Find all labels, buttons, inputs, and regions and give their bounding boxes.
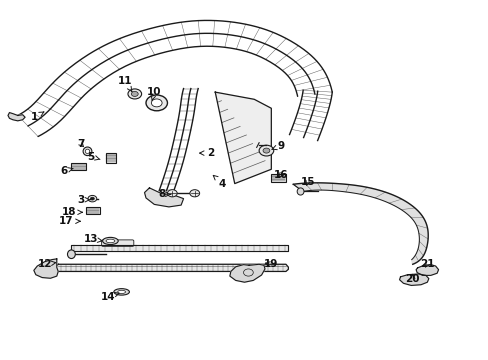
Text: 21: 21 bbox=[419, 259, 434, 269]
Polygon shape bbox=[144, 188, 183, 207]
Circle shape bbox=[90, 197, 94, 200]
Text: 9: 9 bbox=[271, 141, 284, 151]
Circle shape bbox=[131, 91, 138, 96]
Text: 20: 20 bbox=[405, 274, 419, 284]
Circle shape bbox=[88, 195, 97, 202]
FancyBboxPatch shape bbox=[271, 174, 285, 182]
Text: 8: 8 bbox=[158, 189, 170, 199]
Text: 5: 5 bbox=[87, 152, 100, 162]
Text: 4: 4 bbox=[213, 175, 226, 189]
Ellipse shape bbox=[83, 147, 92, 156]
FancyBboxPatch shape bbox=[102, 240, 134, 246]
Text: 12: 12 bbox=[37, 259, 56, 269]
Text: 14: 14 bbox=[101, 292, 119, 302]
Text: 6: 6 bbox=[61, 166, 73, 176]
Polygon shape bbox=[215, 92, 271, 184]
Circle shape bbox=[189, 190, 199, 197]
Text: 19: 19 bbox=[264, 259, 278, 269]
Circle shape bbox=[259, 145, 273, 156]
Polygon shape bbox=[34, 259, 58, 278]
Circle shape bbox=[263, 148, 269, 153]
Text: 16: 16 bbox=[273, 170, 288, 180]
Text: 1: 1 bbox=[31, 112, 44, 122]
Text: 11: 11 bbox=[118, 76, 132, 91]
Polygon shape bbox=[54, 264, 288, 271]
Circle shape bbox=[146, 95, 167, 111]
Polygon shape bbox=[399, 274, 428, 285]
FancyBboxPatch shape bbox=[86, 207, 100, 214]
Ellipse shape bbox=[118, 290, 125, 293]
Text: 7: 7 bbox=[77, 139, 84, 149]
Polygon shape bbox=[8, 113, 25, 121]
Ellipse shape bbox=[106, 239, 115, 243]
Text: 18: 18 bbox=[61, 207, 82, 217]
Ellipse shape bbox=[114, 289, 129, 295]
Text: 10: 10 bbox=[147, 87, 161, 100]
Text: 2: 2 bbox=[199, 148, 214, 158]
Text: 3: 3 bbox=[78, 195, 90, 205]
Circle shape bbox=[167, 190, 177, 197]
Ellipse shape bbox=[85, 149, 89, 153]
Polygon shape bbox=[229, 264, 264, 282]
Polygon shape bbox=[415, 265, 438, 275]
Ellipse shape bbox=[67, 250, 75, 258]
Ellipse shape bbox=[297, 188, 304, 195]
Circle shape bbox=[151, 99, 162, 107]
Ellipse shape bbox=[102, 237, 118, 244]
Polygon shape bbox=[293, 183, 427, 264]
Polygon shape bbox=[71, 245, 288, 251]
Text: 15: 15 bbox=[300, 177, 314, 187]
Text: 17: 17 bbox=[59, 216, 80, 226]
Text: 13: 13 bbox=[83, 234, 102, 244]
Circle shape bbox=[128, 89, 142, 99]
FancyBboxPatch shape bbox=[105, 153, 116, 163]
FancyBboxPatch shape bbox=[71, 163, 86, 170]
